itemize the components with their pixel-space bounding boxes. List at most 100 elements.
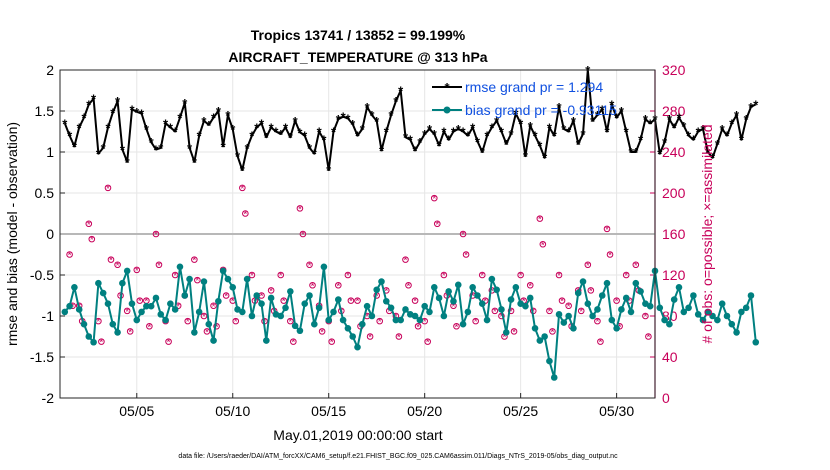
rmse-point: *	[557, 100, 563, 115]
obs-possible-marker	[152, 230, 160, 238]
rmse-point: *	[91, 92, 97, 107]
obs-possible-marker	[433, 220, 441, 228]
obs-possible-marker	[232, 317, 240, 325]
obs-possible-marker	[191, 256, 198, 263]
bias-point	[421, 302, 428, 310]
rmse-point: *	[331, 125, 337, 140]
y2-tick-label: 240	[662, 144, 686, 160]
rmse-point: *	[254, 120, 260, 135]
bias-point	[531, 325, 539, 332]
bias-point	[579, 278, 587, 285]
bias-point	[416, 316, 424, 324]
rmse-point: *	[700, 122, 706, 137]
bias-point	[546, 357, 553, 365]
chart-subtitle: AIRCRAFT_TEMPERATURE @ 313 hPa	[228, 49, 487, 65]
bias-point	[191, 329, 198, 336]
rmse-point: *	[273, 125, 279, 140]
obs-assimilated-marker: *	[560, 297, 564, 308]
obs-possible-marker	[200, 312, 208, 320]
bias-point	[675, 284, 683, 291]
obs-assimilated-marker: *	[215, 322, 219, 333]
obs-possible-marker	[603, 225, 611, 233]
bias-point	[128, 300, 136, 308]
bias-point	[618, 306, 625, 313]
obs-possible-marker	[395, 333, 403, 340]
bias-point	[589, 312, 596, 320]
bias-point	[661, 316, 668, 324]
obs-possible-marker	[335, 281, 342, 289]
rmse-point: *	[125, 155, 131, 170]
bias-point	[738, 308, 745, 316]
obs-possible-marker	[210, 302, 217, 310]
bias-point	[565, 312, 572, 320]
y2-tick-label: 280	[662, 103, 686, 119]
bias-point	[162, 316, 169, 324]
obs-assimilated-marker: *	[282, 297, 286, 308]
bias-point	[632, 279, 640, 287]
rmse-point: *	[365, 100, 371, 115]
obs-assimilated-marker: *	[605, 225, 609, 236]
bias-point	[502, 329, 510, 336]
obs-assimilated-marker: *	[634, 261, 638, 272]
rmse-point: *	[729, 116, 735, 131]
rmse-point: *	[604, 125, 610, 140]
bias-point	[493, 286, 500, 294]
bias-point	[61, 308, 69, 316]
bias-point	[666, 320, 673, 328]
rmse-point: *	[504, 137, 510, 152]
obs-possible-marker	[267, 287, 275, 294]
obs-possible-marker	[510, 328, 518, 335]
obs-possible-marker	[517, 271, 524, 279]
obs-assimilated-marker: *	[250, 271, 254, 282]
obs-assimilated-marker: *	[260, 292, 264, 303]
obs-assimilated-marker: *	[157, 261, 161, 272]
obs-assimilated-marker: *	[167, 338, 171, 349]
bias-point	[354, 343, 361, 351]
rmse-point: *	[470, 120, 476, 135]
rmse-point: *	[240, 163, 246, 178]
rmse-point: *	[278, 127, 284, 142]
bias-point	[670, 296, 678, 303]
obs-assimilated-marker: *	[579, 307, 583, 318]
bias-point	[95, 279, 102, 287]
rmse-point: *	[672, 120, 678, 135]
obs-possible-marker	[85, 220, 93, 228]
rmse-point: *	[475, 134, 481, 149]
obs-possible-marker	[414, 322, 422, 330]
rmse-point: *	[134, 105, 140, 120]
legend-bias-label: bias grand pr = -0.93115	[465, 102, 617, 118]
bias-point	[402, 306, 409, 313]
bias-point	[296, 327, 304, 335]
legend: * rmse grand pr = 1.294 bias grand pr = …	[432, 79, 617, 118]
obs-possible-marker	[491, 307, 499, 315]
bias-point	[536, 337, 544, 344]
bias-point	[613, 325, 620, 332]
obs-possible-marker	[287, 317, 294, 325]
obs-assimilated-marker: *	[349, 297, 353, 308]
rmse-point: *	[576, 137, 582, 152]
bias-point	[363, 302, 371, 310]
bias-point	[392, 316, 400, 324]
obs-assimilated-marker: *	[234, 317, 238, 328]
bias-point	[176, 263, 184, 271]
rmse-point: *	[509, 127, 515, 142]
rmse-point: *	[206, 118, 212, 133]
obs-possible-marker	[402, 256, 409, 263]
obs-assimilated-marker: *	[147, 322, 151, 333]
obs-assimilated-marker: *	[301, 230, 305, 241]
legend-rmse-label: rmse grand pr = 1.294	[465, 79, 603, 95]
obs-assimilated-marker: *	[461, 230, 465, 241]
obs-possible-marker	[584, 261, 592, 269]
bias-point	[488, 275, 496, 283]
rmse-point: *	[211, 111, 217, 126]
bias-point	[114, 329, 121, 336]
rmse-point: *	[283, 120, 289, 135]
chart-title: Tropics 13741 / 13852 = 99.199%	[251, 27, 466, 43]
obs-possible-marker	[558, 297, 566, 304]
bias-point	[243, 275, 251, 283]
bias-point	[478, 300, 486, 308]
rmse-point: *	[614, 111, 620, 126]
bias-point	[215, 297, 222, 305]
obs-possible-marker	[539, 240, 547, 248]
